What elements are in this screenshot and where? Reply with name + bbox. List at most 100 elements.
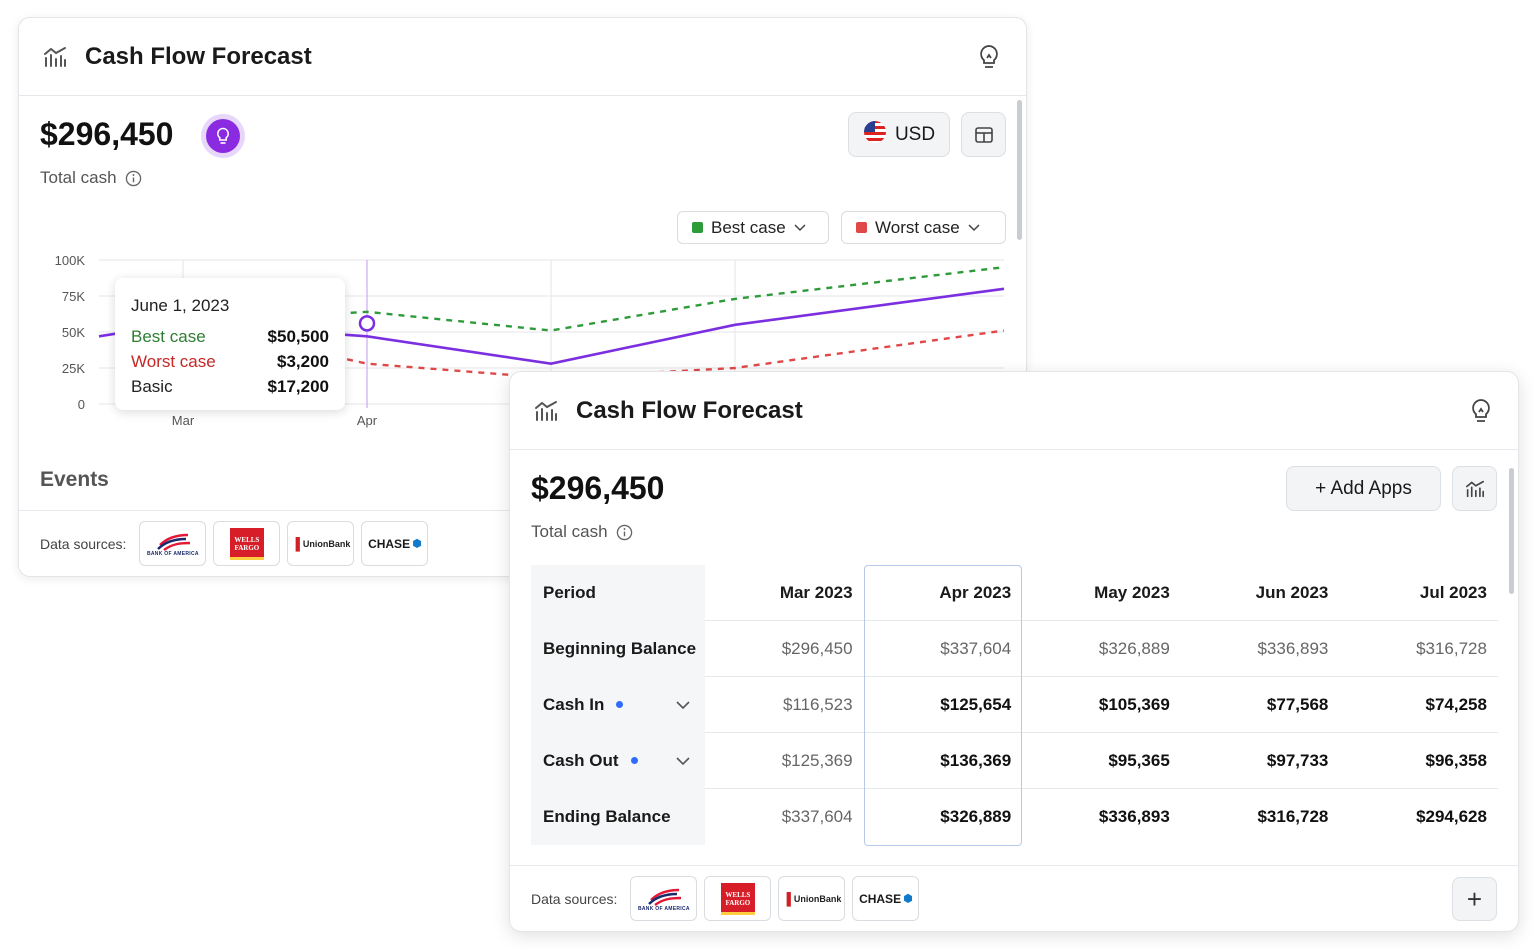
chevron-down-icon[interactable] xyxy=(675,753,691,769)
y-tick-label: 0 xyxy=(78,397,85,412)
status-dot xyxy=(616,701,624,708)
add-apps-button[interactable]: + Add Apps xyxy=(1286,466,1441,511)
bank-of-america-logo[interactable]: BANK OF AMERICA xyxy=(139,521,207,566)
chase-mark: CHASE ⬢ xyxy=(368,537,422,551)
table-cell: $316,728 xyxy=(1416,638,1487,658)
octagon-icon: ⬢ xyxy=(412,538,422,550)
data-sources-label: Data sources: xyxy=(40,535,127,552)
table-view-button[interactable] xyxy=(961,112,1006,157)
currency-button[interactable]: USD xyxy=(848,112,950,157)
x-tick-label: Mar xyxy=(172,413,195,428)
tooltip-value: $17,200 xyxy=(267,376,329,396)
legend-worst-case-dropdown[interactable]: Worst case xyxy=(841,211,1006,244)
chase-logo[interactable]: CHASE ⬢ xyxy=(852,876,920,921)
wells-fargo-logo[interactable]: WELLS FARGO xyxy=(704,876,772,921)
chase-text: CHASE xyxy=(368,536,411,551)
header-cell-period: Period xyxy=(531,564,705,621)
legend-best-case-label: Best case xyxy=(711,217,786,237)
hover-point xyxy=(358,315,376,332)
card-title: Cash Flow Forecast xyxy=(576,396,803,424)
y-tick-label: 50K xyxy=(62,325,85,340)
tooltip-row-worst: Worst case $3,200 xyxy=(131,349,329,374)
scrollbar[interactable] xyxy=(1509,468,1514,594)
total-cash-label: Total cash xyxy=(40,168,142,188)
table-cell: $95,365 xyxy=(1108,750,1170,770)
boa-flag-icon xyxy=(157,533,190,551)
boa-flag-icon xyxy=(648,888,681,906)
lightbulb-icon[interactable] xyxy=(978,44,1002,70)
total-cash-text: Total cash xyxy=(40,168,117,187)
table-cell: $105,369 xyxy=(1098,694,1170,714)
tooltip-label: Worst case xyxy=(131,351,216,371)
tooltip-label: Basic xyxy=(131,376,173,396)
table-cell: $96,358 xyxy=(1425,750,1487,770)
x-tick-label: Apr xyxy=(357,413,378,428)
ai-insight-button[interactable] xyxy=(201,114,245,158)
table-cell: $326,889 xyxy=(940,807,1012,826)
header-cell: Mar 2023 xyxy=(779,582,853,602)
table-icon xyxy=(974,126,993,143)
legend-best-case-dropdown[interactable]: Best case xyxy=(677,211,829,244)
ub-text: UnionBank xyxy=(302,538,351,549)
info-icon[interactable] xyxy=(125,170,142,187)
table-cell: $294,628 xyxy=(1416,807,1487,826)
bank-of-america-logo[interactable]: BANK OF AMERICA xyxy=(630,876,698,921)
table-row: Beginning Balance $296,450 $337,604 $326… xyxy=(531,620,1498,677)
octagon-icon: ⬢ xyxy=(903,893,913,905)
total-cash-value: $296,450 xyxy=(40,116,174,152)
events-heading: Events xyxy=(40,468,109,491)
header-cell: Jul 2023 xyxy=(1419,582,1487,602)
row-label-cash-in[interactable]: Cash In xyxy=(531,676,705,733)
table-cell: $125,654 xyxy=(940,694,1012,714)
chevron-down-icon[interactable] xyxy=(675,697,691,713)
total-cash-value: $296,450 xyxy=(531,470,665,506)
data-sources-label: Data sources: xyxy=(531,890,618,907)
chase-text: CHASE xyxy=(859,891,902,906)
wf-text: WELLS FARGO xyxy=(720,882,755,915)
data-sources-row: Data sources: BANK OF AMERICA WELLS FARG… xyxy=(510,865,1518,931)
chart-card-header: Cash Flow Forecast xyxy=(19,18,1026,96)
table-cell: $337,604 xyxy=(940,638,1012,658)
lightbulb-icon[interactable] xyxy=(1470,398,1494,424)
table-row[interactable]: Cash Out $125,369 $136,369 $95,365 $97,7… xyxy=(531,732,1498,789)
y-tick-label: 100K xyxy=(55,253,86,268)
card-title: Cash Flow Forecast xyxy=(85,42,312,70)
header-cell: May 2023 xyxy=(1094,582,1170,602)
info-icon[interactable] xyxy=(616,524,633,541)
total-cash-text: Total cash xyxy=(531,522,608,541)
tooltip-row-best: Best case $50,500 xyxy=(131,324,329,349)
tooltip-row-basic: Basic $17,200 xyxy=(131,374,329,399)
currency-label: USD xyxy=(894,123,936,145)
table-cell: $116,523 xyxy=(782,694,853,714)
boa-text: BANK OF AMERICA xyxy=(637,905,690,912)
add-source-button[interactable]: + xyxy=(1452,877,1497,921)
table-row[interactable]: Cash In $116,523 $125,654 $105,369 $77,5… xyxy=(531,676,1498,733)
ub-mark: ▐ UnionBank xyxy=(782,891,842,906)
header-cell: Jun 2023 xyxy=(1255,582,1329,602)
tooltip-value: $3,200 xyxy=(277,351,329,371)
row-label: Beginning Balance xyxy=(531,620,705,677)
tooltip-date: June 1, 2023 xyxy=(131,296,230,315)
y-tick-label: 25K xyxy=(62,361,85,376)
table-card-header: Cash Flow Forecast xyxy=(510,372,1518,450)
scrollbar[interactable] xyxy=(1017,100,1022,240)
y-tick-label: 75K xyxy=(62,289,85,304)
legend-worst-case-label: Worst case xyxy=(875,217,960,237)
union-bank-logo[interactable]: ▐ UnionBank xyxy=(778,876,846,921)
header-cell: Apr 2023 xyxy=(939,582,1012,602)
row-label: Ending Balance xyxy=(531,789,705,845)
union-bank-logo[interactable]: ▐ UnionBank xyxy=(287,521,355,566)
table-cell: $316,728 xyxy=(1257,807,1329,826)
table-cell: $125,369 xyxy=(781,750,853,770)
row-label-cash-out[interactable]: Cash Out xyxy=(531,732,705,789)
chart-icon xyxy=(1465,480,1484,497)
table-cell: $77,568 xyxy=(1266,694,1329,714)
tooltip-label: Best case xyxy=(131,326,206,346)
table-cell: $97,733 xyxy=(1266,750,1329,770)
chevron-down-icon xyxy=(968,223,980,231)
chase-logo[interactable]: CHASE ⬢ xyxy=(361,521,429,566)
chart-view-button[interactable] xyxy=(1452,466,1497,511)
chart-tooltip: June 1, 2023 Best case $50,500 Worst cas… xyxy=(115,278,345,410)
table-cell: $337,604 xyxy=(781,807,853,826)
wells-fargo-logo[interactable]: WELLS FARGO xyxy=(213,521,281,566)
